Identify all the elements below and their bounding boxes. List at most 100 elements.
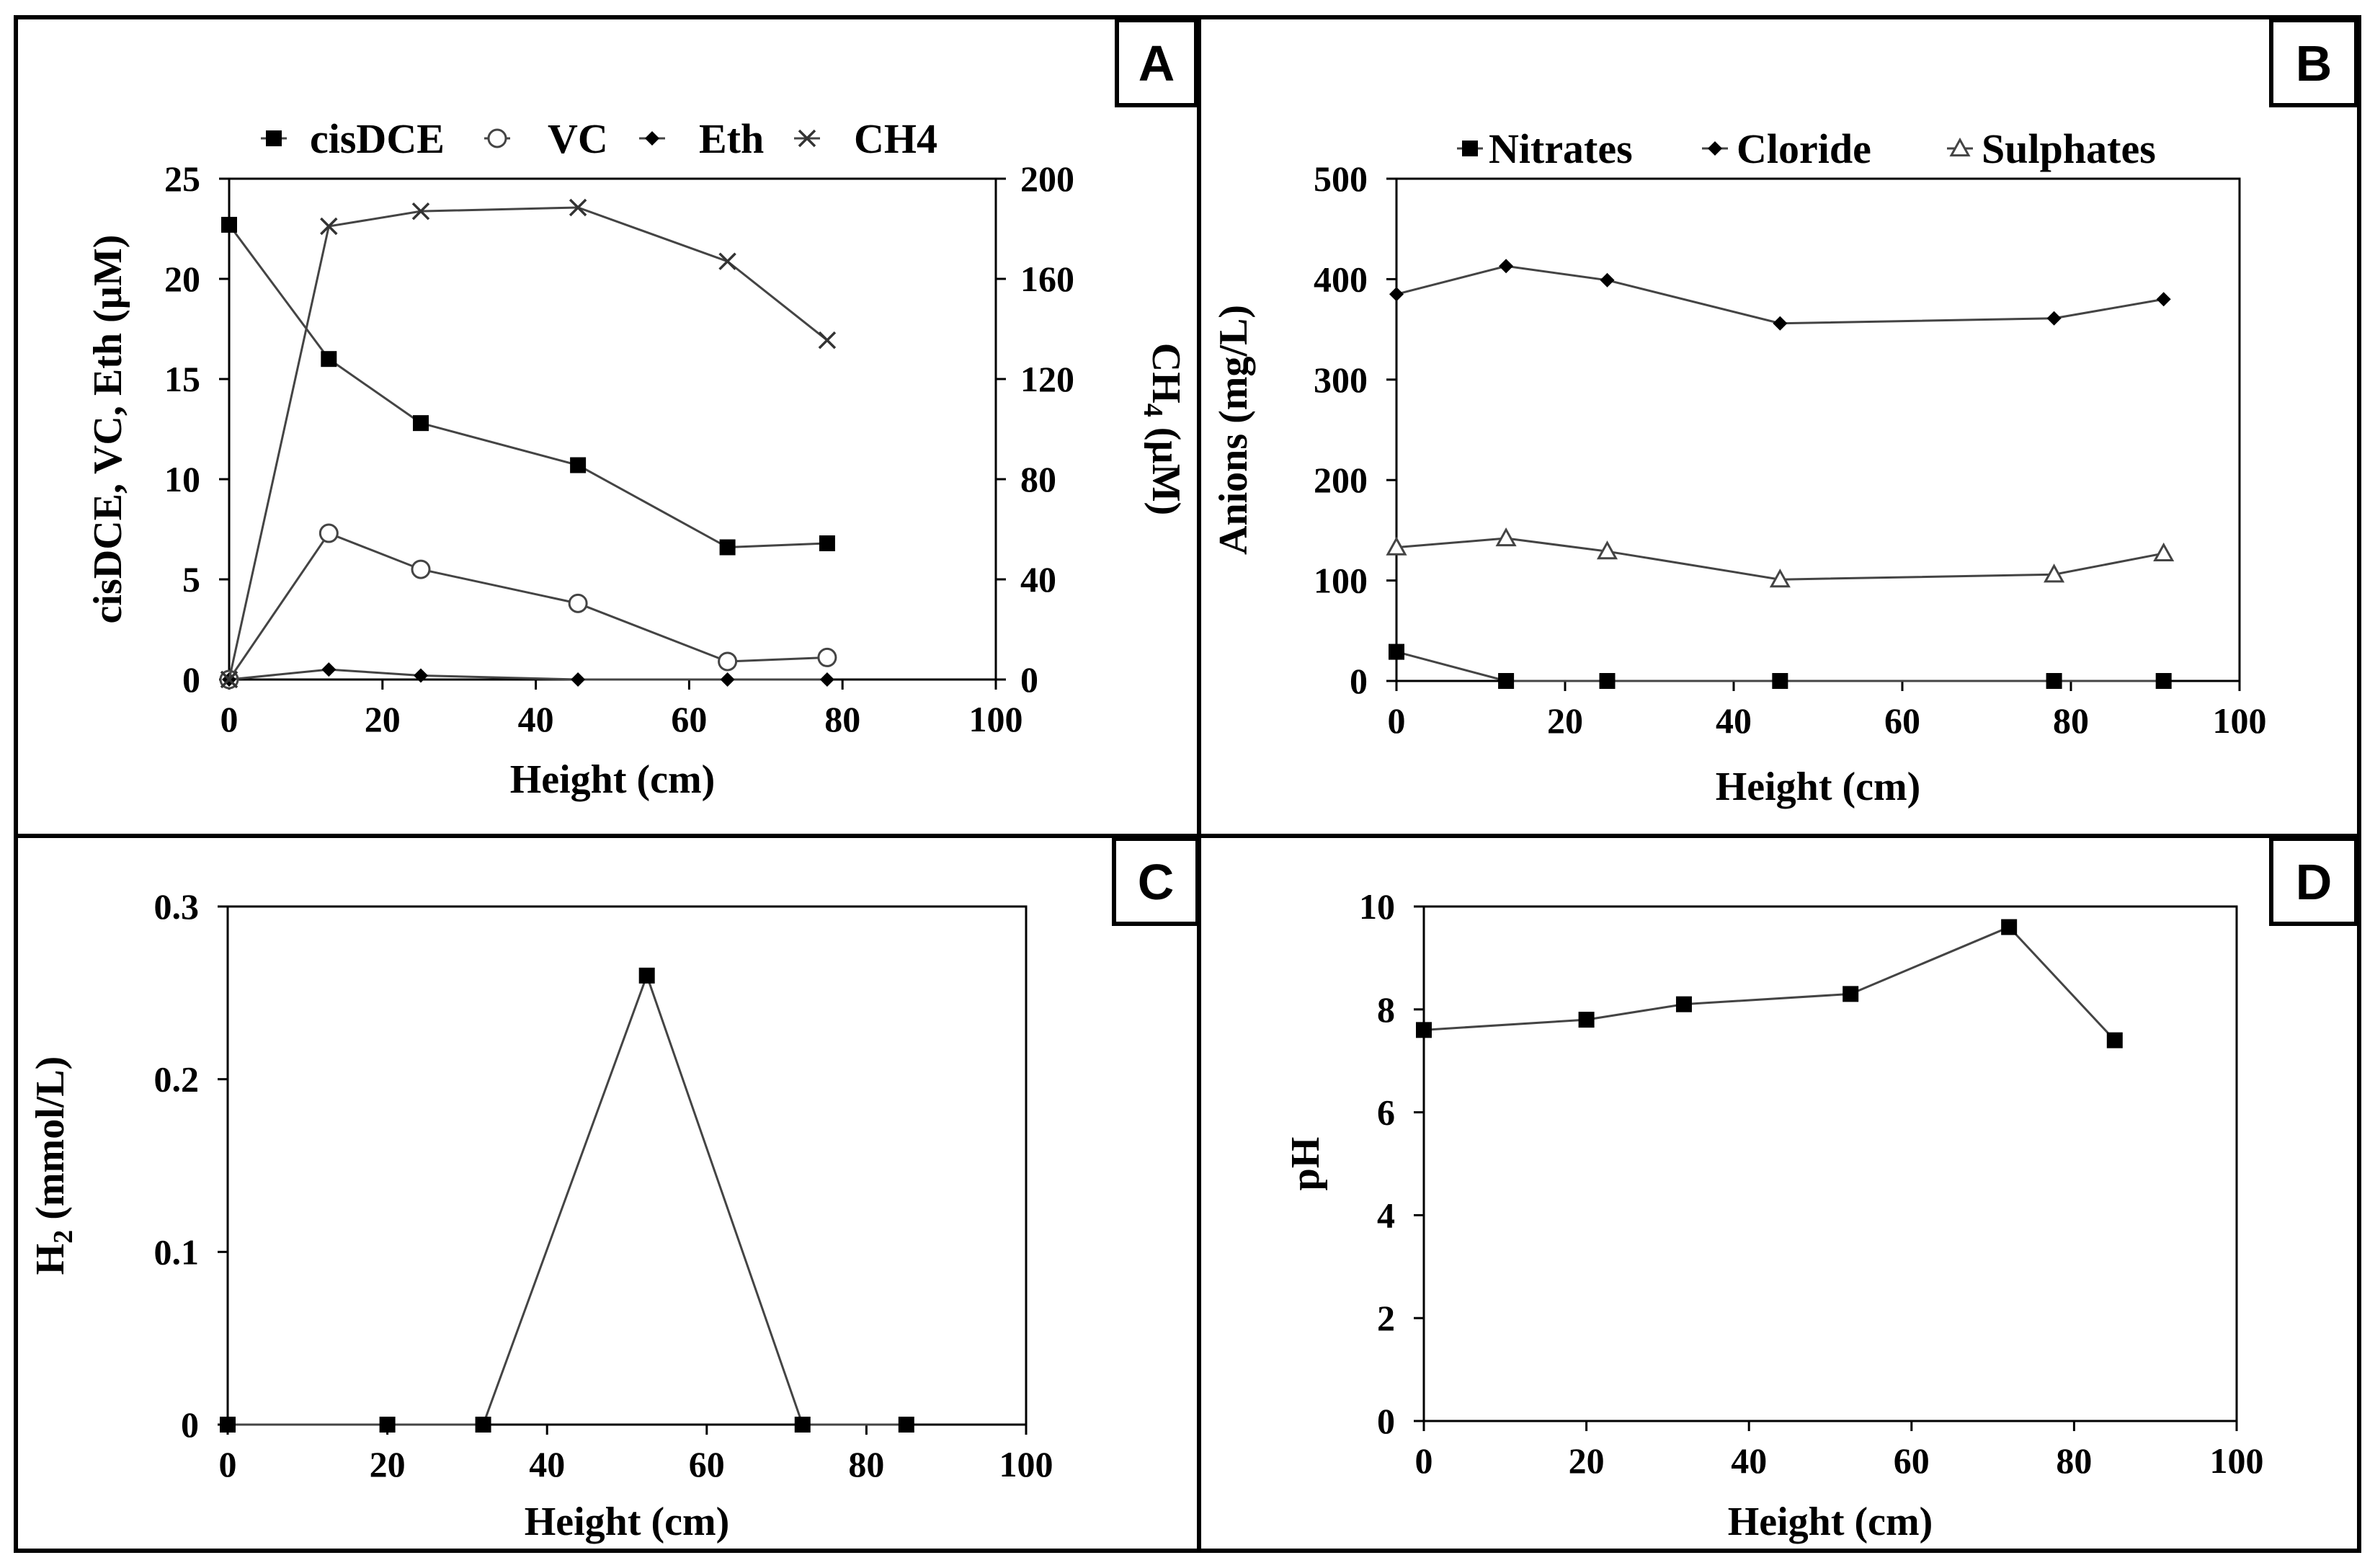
series-eth: [222, 662, 834, 687]
legend-label-sulphates: Sulphates: [1982, 125, 2156, 172]
plot-area: [226, 905, 1028, 1426]
legend-marker-eth: [645, 131, 659, 146]
panel-letter: C: [1138, 854, 1175, 910]
legend-label-eth: Eth: [699, 115, 764, 162]
x-tick-label: 60: [689, 1444, 725, 1484]
data-point-series-1: [1842, 986, 1859, 1002]
data-point-cisdce: [221, 216, 237, 233]
x-tick-label: 40: [1731, 1440, 1767, 1481]
data-point-sulphates: [2153, 542, 2175, 562]
x-tick-label: 100: [969, 699, 1023, 739]
plot-area: [1395, 177, 2241, 682]
data-point-cloride: [1389, 287, 1404, 302]
x-tick-label: 80: [824, 699, 860, 739]
x-axis-label: Height (cm): [1728, 1500, 1933, 1544]
data-point-cloride: [1773, 316, 1788, 331]
data-point-eth: [571, 672, 586, 687]
panel-c: 0 20 40 60 80 100 0 0.1 0.2 0.3 Height (cm) H2 (mmo…: [28, 837, 1200, 1544]
data-point-vc: [568, 593, 588, 613]
y-tick-label: 0.1: [154, 1231, 200, 1272]
panel-a: 0 20 40 60 80 100051015202504080120160200Heig…: [86, 18, 1198, 802]
y-tick-label: 25: [164, 159, 200, 199]
x-tick-label: 100: [2210, 1440, 2264, 1481]
data-point-cisdce: [321, 351, 337, 368]
series-line-series-1: [228, 972, 906, 1426]
data-point-nitrates: [1498, 673, 1515, 689]
x-tick-label: 80: [2053, 700, 2089, 741]
y-tick-label: 400: [1314, 259, 1368, 299]
data-point-eth: [321, 662, 337, 677]
x-tick-label: 40: [1716, 700, 1752, 741]
legend-marker-vc: [487, 128, 507, 148]
y-tick-label: 2: [1377, 1298, 1395, 1338]
data-point-series-1: [2001, 919, 2018, 935]
x-tick-label: 20: [1547, 700, 1583, 741]
data-point-cisdce: [819, 535, 835, 551]
data-point-nitrates: [2155, 673, 2172, 689]
x-tick-label: 0: [219, 1444, 237, 1484]
y2-tick-label: 120: [1020, 359, 1074, 399]
data-point-nitrates: [1772, 673, 1788, 689]
x-axis-label: Height (cm): [1716, 765, 1921, 809]
x-tick-label: 0: [1388, 700, 1406, 741]
y-axis-label: pH: [1283, 1137, 1328, 1191]
data-point-series-1: [379, 1417, 396, 1433]
series-cisdce: [221, 216, 835, 556]
y2-tick-label: 0: [1020, 659, 1038, 700]
x-tick-label: 40: [518, 699, 554, 739]
series-line-eth: [228, 668, 827, 681]
y2-tick-label: 160: [1020, 259, 1074, 299]
y-tick-label: 0: [1377, 1401, 1395, 1441]
legend: cisDCE VC Eth CH4: [261, 115, 937, 162]
data-point-cloride: [1600, 272, 1615, 288]
data-point-series-1: [794, 1417, 811, 1433]
legend-marker-nitrates: [1462, 141, 1478, 156]
panel-b: 0 20 40 60 80 100 0 100 200 300 400 500 Height (cm) A…: [1211, 18, 2358, 809]
legend-marker-cloride: [1708, 141, 1722, 156]
y-tick-label: 100: [1314, 561, 1368, 601]
data-point-eth: [819, 672, 834, 687]
data-point-nitrates: [2046, 673, 2062, 689]
series-series-1: [220, 967, 914, 1433]
panel-letter: D: [2296, 854, 2332, 910]
y-tick-label: 0: [182, 659, 200, 700]
data-point-series-1: [475, 1417, 491, 1433]
y-tick-label: 0: [181, 1404, 199, 1445]
data-point-vc: [817, 647, 837, 667]
data-point-cisdce: [570, 457, 587, 473]
x-tick-label: 80: [2056, 1440, 2092, 1481]
data-point-ch4: [818, 331, 837, 349]
y-tick-label: 4: [1377, 1195, 1395, 1235]
y-tick-label: 10: [1359, 886, 1395, 927]
data-point-series-1: [1578, 1012, 1595, 1028]
series-sulphates: [1386, 527, 2175, 588]
series-line-cloride: [1396, 264, 2164, 325]
data-point-series-1: [2106, 1032, 2123, 1048]
legend-label-cloride: Cloride: [1737, 125, 1871, 172]
x-tick-label: 20: [370, 1444, 406, 1484]
plot-area: [1422, 905, 2238, 1422]
series-ch4: [220, 198, 837, 689]
x-tick-label: 20: [1569, 1440, 1605, 1481]
y-tick-label: 5: [182, 559, 200, 600]
legend-label-ch4: CH4: [854, 115, 937, 162]
data-point-cisdce: [719, 539, 736, 556]
y-axis-label: Anions (mg/L): [1211, 305, 1256, 555]
series-nitrates: [1389, 643, 2172, 689]
y-tick-label: 0.3: [154, 886, 200, 927]
data-point-cloride: [2046, 311, 2062, 326]
y2-tick-label: 200: [1020, 159, 1074, 199]
y-axis-label: cisDCE, VC, Eth (µM): [86, 235, 130, 624]
x-tick-label: 60: [1894, 1440, 1930, 1481]
data-point-series-1: [1675, 996, 1692, 1012]
legend-label-vc: VC: [548, 115, 608, 162]
data-point-sulphates: [1495, 527, 1517, 547]
x-tick-label: 100: [999, 1444, 1053, 1484]
data-point-series-1: [638, 967, 655, 984]
x-tick-label: 20: [365, 699, 401, 739]
legend-marker-cisdce: [266, 130, 282, 146]
x-tick-label: 100: [2213, 700, 2267, 741]
x-axis-label: Height (cm): [525, 1500, 730, 1544]
y-tick-label: 8: [1377, 989, 1395, 1030]
